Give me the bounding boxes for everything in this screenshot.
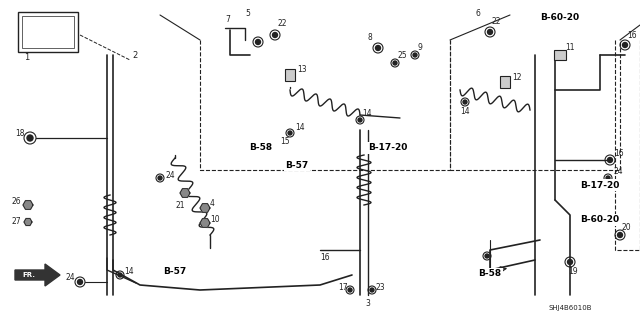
Text: 19: 19 — [568, 268, 578, 277]
Text: B-60-20: B-60-20 — [580, 216, 620, 225]
Circle shape — [488, 29, 493, 34]
Text: B-58: B-58 — [479, 270, 502, 278]
Text: B-17-20: B-17-20 — [580, 181, 620, 189]
Circle shape — [255, 40, 260, 44]
Text: 3: 3 — [365, 299, 370, 308]
Circle shape — [568, 259, 573, 264]
Text: 22: 22 — [492, 18, 502, 26]
Circle shape — [623, 42, 627, 48]
Text: 2: 2 — [132, 50, 137, 60]
Circle shape — [485, 254, 489, 258]
Text: 8: 8 — [368, 33, 372, 42]
Text: 7: 7 — [225, 16, 230, 25]
Text: SHJ4B6010B: SHJ4B6010B — [548, 305, 592, 311]
Circle shape — [27, 135, 33, 141]
Text: B-57: B-57 — [285, 160, 308, 169]
Text: 18: 18 — [15, 130, 24, 138]
Text: 9: 9 — [418, 42, 423, 51]
Text: 16: 16 — [320, 253, 330, 262]
Text: 4: 4 — [210, 199, 215, 209]
Circle shape — [77, 279, 83, 285]
Text: 20: 20 — [622, 222, 632, 232]
Circle shape — [118, 273, 122, 277]
Text: 1: 1 — [24, 54, 29, 63]
Text: 26: 26 — [12, 197, 22, 206]
Text: 10: 10 — [210, 216, 220, 225]
Text: 25: 25 — [397, 50, 406, 60]
Text: 16: 16 — [627, 31, 637, 40]
Circle shape — [158, 176, 162, 180]
Bar — [22, 16, 74, 48]
Text: 12: 12 — [512, 72, 522, 81]
Text: 16: 16 — [614, 149, 623, 158]
Text: B-57: B-57 — [163, 268, 187, 277]
Text: B-58: B-58 — [250, 144, 273, 152]
Text: 13: 13 — [297, 65, 307, 75]
Text: 27: 27 — [12, 218, 22, 226]
Circle shape — [463, 100, 467, 104]
Text: 24: 24 — [165, 170, 175, 180]
Polygon shape — [200, 219, 210, 227]
Bar — [285, 69, 295, 81]
Circle shape — [607, 158, 612, 162]
Text: 17: 17 — [338, 284, 348, 293]
Text: 23: 23 — [375, 284, 385, 293]
Bar — [18, 12, 78, 52]
Circle shape — [273, 33, 278, 38]
Polygon shape — [200, 204, 210, 212]
Circle shape — [358, 118, 362, 122]
Text: 22: 22 — [278, 19, 287, 28]
Text: B-60-20: B-60-20 — [540, 13, 580, 23]
Polygon shape — [23, 201, 33, 209]
Circle shape — [393, 61, 397, 65]
Bar — [554, 50, 566, 60]
Text: 21: 21 — [175, 202, 184, 211]
Polygon shape — [15, 264, 60, 286]
Text: 11: 11 — [565, 42, 575, 51]
Text: 14: 14 — [460, 108, 470, 116]
Text: 5: 5 — [245, 9, 250, 18]
Circle shape — [606, 176, 610, 180]
Polygon shape — [24, 219, 32, 226]
Text: 24: 24 — [613, 167, 623, 176]
Circle shape — [376, 46, 381, 50]
Text: 14: 14 — [124, 268, 134, 277]
Bar — [500, 76, 510, 88]
Circle shape — [288, 131, 292, 135]
Text: B-17-20: B-17-20 — [368, 144, 408, 152]
Circle shape — [618, 233, 623, 238]
Text: 14: 14 — [362, 108, 372, 117]
Circle shape — [413, 53, 417, 57]
Text: 24: 24 — [65, 272, 75, 281]
Circle shape — [348, 288, 352, 292]
Text: FR.: FR. — [22, 272, 35, 278]
Text: 6: 6 — [475, 9, 480, 18]
Text: 14: 14 — [295, 123, 305, 132]
Text: 15: 15 — [280, 137, 290, 145]
Polygon shape — [180, 189, 190, 197]
Circle shape — [370, 288, 374, 292]
